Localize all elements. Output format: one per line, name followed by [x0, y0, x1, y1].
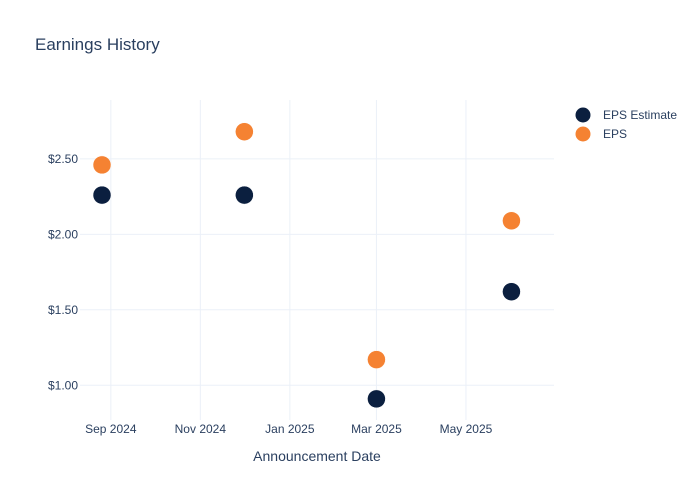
legend-marker	[575, 107, 591, 123]
grid-lines	[80, 100, 554, 420]
y-tick-label: $1.00	[48, 378, 78, 392]
x-tick-label: Mar 2025	[351, 422, 402, 436]
legend-label: EPS	[603, 127, 627, 141]
data-point[interactable]	[367, 389, 386, 409]
y-tick-label: $2.00	[48, 227, 78, 241]
data-point[interactable]	[502, 211, 521, 231]
y-tick-label: $2.50	[48, 152, 78, 166]
data-point[interactable]	[235, 185, 254, 205]
data-points	[92, 122, 521, 409]
legend[interactable]: EPS Estimate EPS	[575, 107, 678, 142]
x-tick-label: Jan 2025	[265, 422, 315, 436]
data-point[interactable]	[367, 350, 386, 369]
x-axis-ticks: Sep 2024 Nov 2024 Jan 2025 Mar 2025 May 2025	[85, 422, 493, 436]
x-axis-title: Announcement Date	[253, 448, 381, 464]
chart-title: Earnings History	[35, 35, 160, 54]
x-tick-label: Sep 2024	[85, 422, 137, 436]
legend-marker	[575, 126, 591, 142]
data-point[interactable]	[502, 282, 521, 301]
y-tick-label: $1.50	[48, 303, 78, 317]
legend-label: EPS Estimate	[603, 108, 677, 122]
data-point[interactable]	[235, 122, 254, 141]
data-point[interactable]	[92, 185, 112, 205]
x-tick-label: Nov 2024	[175, 422, 227, 436]
legend-item[interactable]: EPS	[575, 126, 628, 142]
x-tick-label: May 2025	[440, 422, 493, 436]
data-point[interactable]	[92, 155, 112, 175]
legend-item[interactable]: EPS Estimate	[575, 107, 678, 123]
y-axis-ticks: $1.00 $1.50 $2.00 $2.50	[48, 152, 78, 392]
